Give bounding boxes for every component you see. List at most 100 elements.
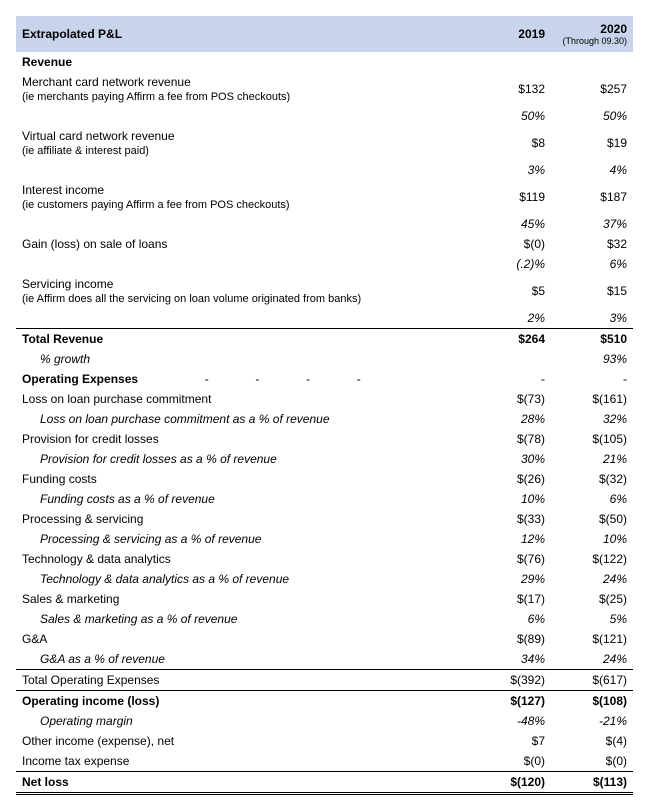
row-gain: Gain (loss) on sale of loans $(0) $32	[16, 234, 633, 254]
row-servicing: Servicing income (ie Affirm does all the…	[16, 274, 633, 308]
total-opex-2019: $(392)	[469, 670, 551, 691]
sales-label: Sales & marketing	[16, 589, 469, 609]
total-opex-label: Total Operating Expenses	[16, 670, 469, 691]
dash6: -	[551, 369, 633, 389]
dash2: -	[255, 372, 259, 386]
row-servicing-pct: 2% 3%	[16, 308, 633, 329]
interest-p2019: 45%	[469, 214, 551, 234]
opinc-2020: $(108)	[551, 691, 633, 712]
header-2019: 2019	[469, 16, 551, 52]
gain-2020: $32	[551, 234, 633, 254]
row-pcl: Provision for credit losses $(78) $(105)	[16, 429, 633, 449]
total-rev-2019: $264	[469, 329, 551, 350]
servicing-p2020: 3%	[551, 308, 633, 329]
ga-2020: $(121)	[551, 629, 633, 649]
row-ga-pct: G&A as a % of revenue 34% 24%	[16, 649, 633, 670]
growth-2020: 93%	[551, 349, 633, 369]
row-total-revenue: Total Revenue $264 $510	[16, 329, 633, 350]
funding-label: Funding costs	[16, 469, 469, 489]
loss-commit-sub: Loss on loan purchase commitment as a % …	[16, 409, 469, 429]
row-tech: Technology & data analytics $(76) $(122)	[16, 549, 633, 569]
dash5: -	[469, 369, 551, 389]
ga-label: G&A	[16, 629, 469, 649]
ga-2019: $(89)	[469, 629, 551, 649]
row-pcl-pct: Provision for credit losses as a % of re…	[16, 449, 633, 469]
row-processing: Processing & servicing $(33) $(50)	[16, 509, 633, 529]
row-merchant-pct: 50% 50%	[16, 106, 633, 126]
gain-2019: $(0)	[469, 234, 551, 254]
other-2020: $(4)	[551, 731, 633, 751]
row-ga: G&A $(89) $(121)	[16, 629, 633, 649]
sales-p2019: 6%	[469, 609, 551, 629]
interest-p2020: 37%	[551, 214, 633, 234]
ga-sub: G&A as a % of revenue	[16, 649, 469, 670]
gain-p2019: (.2)%	[469, 254, 551, 274]
tech-p2019: 29%	[469, 569, 551, 589]
tax-label: Income tax expense	[16, 751, 469, 772]
total-opex-2020: $(617)	[551, 670, 633, 691]
processing-2020: $(50)	[551, 509, 633, 529]
row-growth: % growth 93%	[16, 349, 633, 369]
revenue-title: Revenue	[16, 52, 633, 72]
funding-2019: $(26)	[469, 469, 551, 489]
sales-p2020: 5%	[551, 609, 633, 629]
merchant-label: Merchant card network revenue	[22, 75, 191, 89]
pcl-sub: Provision for credit losses as a % of re…	[16, 449, 469, 469]
ga-p2020: 24%	[551, 649, 633, 670]
tech-p2020: 24%	[551, 569, 633, 589]
opex-title: Operating Expenses	[22, 372, 138, 386]
processing-p2020: 10%	[551, 529, 633, 549]
opinc-label: Operating income (loss)	[16, 691, 469, 712]
netloss-label: Net loss	[16, 772, 469, 794]
merchant-2020: $257	[551, 72, 633, 106]
row-other: Other income (expense), net $7 $(4)	[16, 731, 633, 751]
sales-2020: $(25)	[551, 589, 633, 609]
pl-table: Extrapolated P&L 2019 2020 (Through 09.3…	[16, 16, 633, 795]
header-title: Extrapolated P&L	[16, 16, 469, 52]
header-2020-sub: (Through 09.30)	[557, 36, 627, 46]
table-header: Extrapolated P&L 2019 2020 (Through 09.3…	[16, 16, 633, 52]
opmargin-2019: -48%	[469, 711, 551, 731]
tech-2020: $(122)	[551, 549, 633, 569]
row-interest: Interest income (ie customers paying Aff…	[16, 180, 633, 214]
dash4: -	[357, 372, 361, 386]
loss-commit-2019: $(73)	[469, 389, 551, 409]
virtual-sub: (ie affiliate & interest paid)	[22, 145, 149, 157]
funding-sub: Funding costs as a % of revenue	[16, 489, 469, 509]
other-2019: $7	[469, 731, 551, 751]
servicing-label: Servicing income	[22, 277, 113, 291]
pcl-p2019: 30%	[469, 449, 551, 469]
tech-2019: $(76)	[469, 549, 551, 569]
virtual-label: Virtual card network revenue	[22, 129, 175, 143]
opinc-2019: $(127)	[469, 691, 551, 712]
ga-p2019: 34%	[469, 649, 551, 670]
merchant-2019: $132	[469, 72, 551, 106]
row-loss-commit: Loss on loan purchase commitment $(73) $…	[16, 389, 633, 409]
row-funding: Funding costs $(26) $(32)	[16, 469, 633, 489]
servicing-p2019: 2%	[469, 308, 551, 329]
pcl-2020: $(105)	[551, 429, 633, 449]
row-tax: Income tax expense $(0) $(0)	[16, 751, 633, 772]
pcl-2019: $(78)	[469, 429, 551, 449]
servicing-2020: $15	[551, 274, 633, 308]
dash1: -	[205, 372, 209, 386]
netloss-2020: $(113)	[551, 772, 633, 794]
row-opmargin: Operating margin -48% -21%	[16, 711, 633, 731]
other-label: Other income (expense), net	[16, 731, 469, 751]
virtual-p2020: 4%	[551, 160, 633, 180]
row-sales: Sales & marketing $(17) $(25)	[16, 589, 633, 609]
virtual-p2019: 3%	[469, 160, 551, 180]
row-sales-pct: Sales & marketing as a % of revenue 6% 5…	[16, 609, 633, 629]
virtual-2020: $19	[551, 126, 633, 160]
header-2020: 2020 (Through 09.30)	[551, 16, 633, 52]
loss-commit-2020: $(161)	[551, 389, 633, 409]
interest-2020: $187	[551, 180, 633, 214]
pcl-label: Provision for credit losses	[16, 429, 469, 449]
merchant-p2019: 50%	[469, 106, 551, 126]
pcl-p2020: 21%	[551, 449, 633, 469]
processing-label: Processing & servicing	[16, 509, 469, 529]
tech-label: Technology & data analytics	[16, 549, 469, 569]
interest-label: Interest income	[22, 183, 104, 197]
growth-label: % growth	[16, 349, 469, 369]
row-loss-commit-pct: Loss on loan purchase commitment as a % …	[16, 409, 633, 429]
